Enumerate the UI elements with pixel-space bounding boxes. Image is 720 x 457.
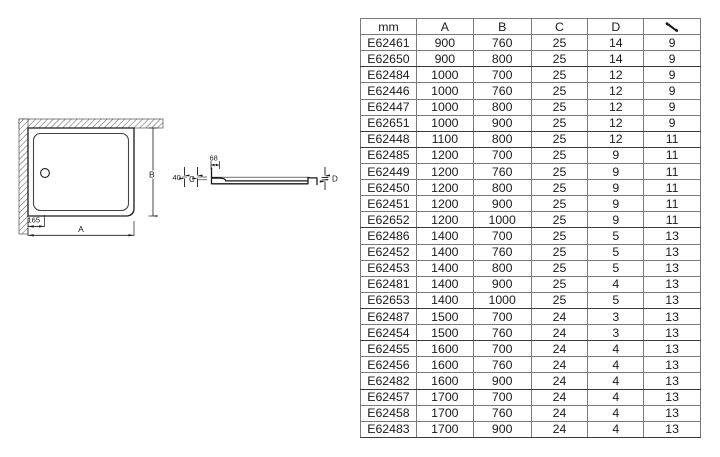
svg-text:165: 165 xyxy=(28,216,41,225)
svg-text:68: 68 xyxy=(210,154,218,163)
svg-text:D: D xyxy=(332,175,338,184)
svg-text:40: 40 xyxy=(173,173,181,182)
svg-text:A: A xyxy=(78,224,84,234)
svg-text:C: C xyxy=(189,175,195,184)
svg-text:B: B xyxy=(149,170,155,180)
